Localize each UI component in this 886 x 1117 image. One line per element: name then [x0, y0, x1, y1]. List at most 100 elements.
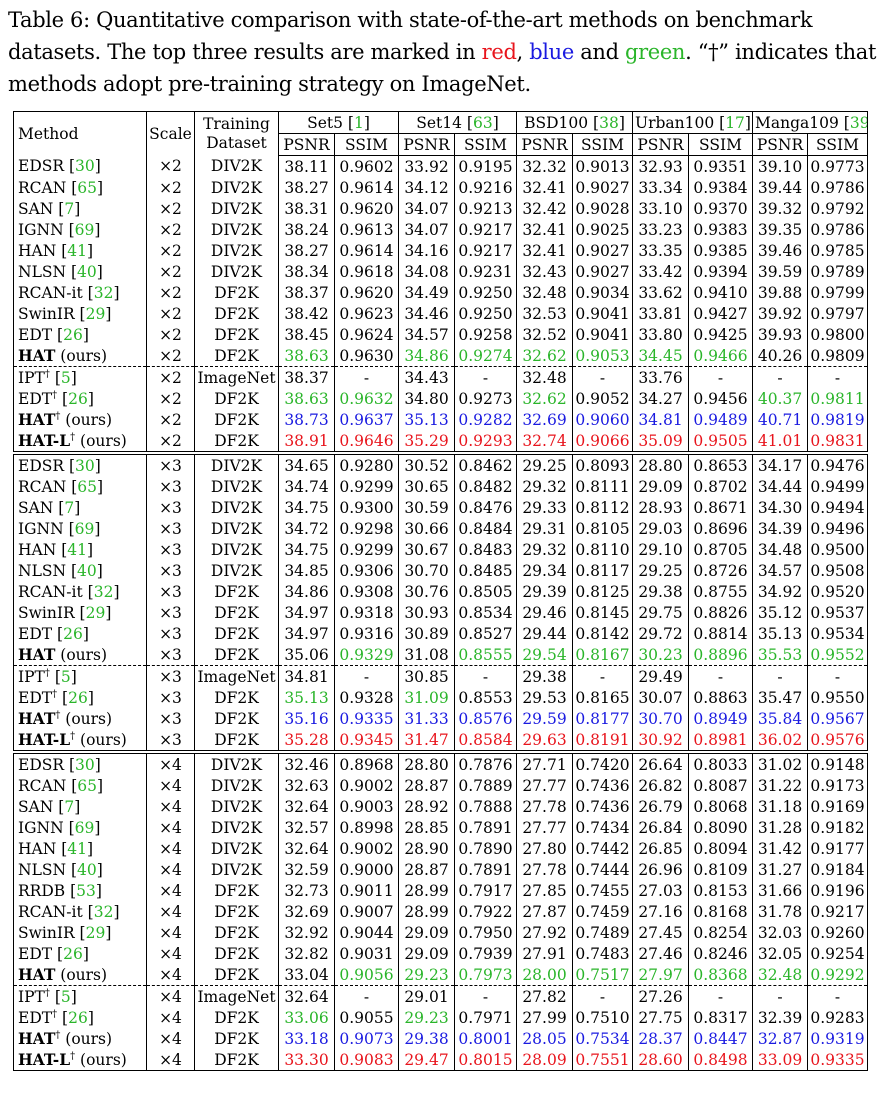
table-row: NLSN [40] ×4 DIV2K 32.59 0.9000 28.87 0.7891 27… — [13, 859, 869, 880]
scale-cell: ×3 — [146, 665, 195, 687]
psnr-cell: 32.41 — [516, 219, 573, 240]
psnr-cell: 31.02 — [752, 750, 809, 775]
psnr-cell: 26.64 — [632, 750, 689, 775]
ssim-cell: 0.9025 — [572, 219, 633, 240]
psnr-cell: 34.12 — [398, 177, 455, 198]
citation-ref: 5 — [60, 368, 71, 387]
scale-cell: ×2 — [146, 155, 195, 177]
psnr-cell: 39.46 — [752, 240, 809, 261]
dagger-mark: † — [55, 709, 61, 721]
scale-cell: ×2 — [146, 240, 195, 261]
scale-cell: ×2 — [146, 261, 195, 282]
ssim-cell: 0.9292 — [807, 964, 869, 986]
method-name: RRDB — [18, 881, 66, 900]
ssim-cell: 0.8863 — [687, 687, 754, 708]
ssim-cell: - — [334, 366, 399, 388]
scale-cell: ×3 — [146, 602, 195, 623]
psnr-cell: 35.12 — [752, 602, 809, 623]
ssim-cell: 0.9620 — [334, 198, 399, 219]
ssim-cell: 0.9011 — [334, 880, 399, 901]
psnr-cell: 32.48 — [516, 282, 573, 303]
scale-cell: ×4 — [146, 985, 195, 1007]
scale-cell: ×4 — [146, 859, 195, 880]
psnr-cell: 30.52 — [398, 451, 455, 476]
training-dataset-cell: DF2K — [194, 1049, 279, 1071]
psnr-cell: 31.33 — [398, 708, 455, 729]
ssim-cell: 0.9013 — [572, 155, 633, 177]
citation-ref: 69 — [74, 818, 95, 837]
psnr-cell: 31.08 — [398, 644, 455, 666]
psnr-cell: 38.24 — [278, 219, 335, 240]
psnr-cell: 32.82 — [278, 943, 335, 964]
table-row: EDT [26] ×2 DF2K 38.45 0.9624 34.57 0.9258 32.5… — [13, 324, 869, 345]
psnr-cell: 38.73 — [278, 409, 335, 430]
ssim-cell: 0.9613 — [334, 219, 399, 240]
ssim-cell: 0.9476 — [807, 451, 869, 476]
ssim-cell: 0.9786 — [807, 219, 869, 240]
ssim-cell: 0.9217 — [454, 240, 517, 261]
method-cell: SAN [7] — [13, 796, 147, 817]
table-row: EDSR [30] ×3 DIV2K 34.65 0.9280 30.52 0.8462 29… — [13, 451, 869, 476]
header-training-line1: Training — [203, 114, 270, 133]
ssim-cell: - — [334, 985, 399, 1007]
method-name: EDT — [18, 688, 53, 707]
table-row: IGNN [69] ×2 DIV2K 38.24 0.9613 34.07 0.9217 32… — [13, 219, 869, 240]
ssim-cell: 0.9300 — [334, 497, 399, 518]
method-cell: SwinIR [29] — [13, 303, 147, 324]
ssim-cell: 0.9496 — [807, 518, 869, 539]
ssim-cell: 0.9614 — [334, 177, 399, 198]
method-cell: RCAN-it [32] — [13, 282, 147, 303]
psnr-cell: 27.97 — [632, 964, 689, 986]
psnr-cell: 32.32 — [516, 155, 573, 177]
scale-cell: ×4 — [146, 1007, 195, 1028]
ssim-cell: - — [807, 665, 869, 687]
ssim-cell: - — [334, 665, 399, 687]
psnr-cell: 32.48 — [752, 964, 809, 986]
scale-cell: ×2 — [146, 303, 195, 324]
psnr-cell: 30.92 — [632, 729, 689, 752]
psnr-cell: 32.93 — [632, 155, 689, 177]
citation-ref: 32 — [93, 582, 114, 601]
psnr-cell: 41.01 — [752, 430, 809, 453]
ssim-cell: 0.9044 — [334, 922, 399, 943]
psnr-cell: 38.34 — [278, 261, 335, 282]
psnr-cell: 27.75 — [632, 1007, 689, 1028]
scale-cell: ×3 — [146, 623, 195, 644]
citation-ref: 26 — [68, 688, 88, 707]
psnr-cell: 32.03 — [752, 922, 809, 943]
method-cell: EDT [26] — [13, 324, 147, 345]
psnr-cell: 28.92 — [398, 796, 455, 817]
method-name: HAN — [18, 241, 57, 260]
ssim-cell: 0.8483 — [454, 539, 517, 560]
ssim-cell: 0.9552 — [807, 644, 869, 666]
training-dataset-cell: DIV2K — [194, 155, 279, 177]
ssim-cell: 0.9027 — [572, 240, 633, 261]
ssim-cell: - — [687, 366, 754, 388]
ssim-cell: 0.8109 — [687, 859, 754, 880]
method-name: RCAN-it — [18, 283, 83, 302]
citation-ref: 65 — [77, 178, 98, 197]
training-dataset-cell: DIV2K — [194, 539, 279, 560]
citation-ref: 5 — [60, 987, 71, 1006]
method-name: HAT — [18, 964, 56, 984]
scale-cell: ×3 — [146, 518, 195, 539]
psnr-cell: 32.57 — [278, 817, 335, 838]
table-row: SAN [7] ×2 DIV2K 38.31 0.9620 34.07 0.9213 32.4… — [13, 198, 869, 219]
citation-ref: 26 — [68, 389, 88, 408]
table-row: IGNN [69] ×3 DIV2K 34.72 0.9298 30.66 0.8484 29… — [13, 518, 869, 539]
ssim-cell: 0.8505 — [454, 581, 517, 602]
table-row: EDT† [26] ×3 DF2K 35.13 0.9328 31.09 0.8553 29.… — [13, 687, 869, 708]
header-ssim: SSIM — [454, 133, 517, 156]
ssim-cell: 0.9328 — [334, 687, 399, 708]
training-dataset-cell: DF2K — [194, 388, 279, 409]
psnr-cell: 29.23 — [398, 964, 455, 986]
psnr-cell: 30.93 — [398, 602, 455, 623]
ssim-cell: 0.9060 — [572, 409, 633, 430]
ssim-cell: 0.8191 — [572, 729, 633, 752]
method-name: RCAN — [18, 776, 67, 795]
psnr-cell: 29.75 — [632, 602, 689, 623]
ssim-cell: - — [572, 665, 633, 687]
method-name: IGNN — [18, 818, 64, 837]
ssim-cell: 0.9505 — [687, 430, 754, 453]
psnr-cell: 38.27 — [278, 240, 335, 261]
